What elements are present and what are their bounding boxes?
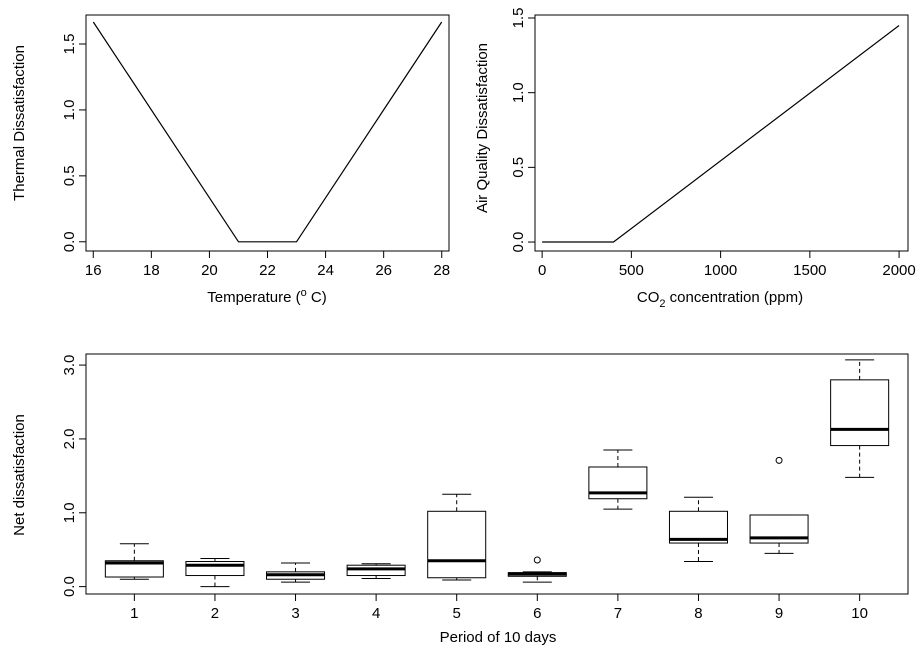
net-plot-frame [85,353,909,595]
box-outlier-point [533,556,541,564]
net-x-tick-label: 7 [614,605,622,622]
thermal-y-ticks: 0.0 0.5 1.0 1.5 [61,34,86,252]
net-y-tick-label: 3.0 [61,355,78,376]
net-y-tick-label: 1.0 [61,502,78,523]
thermal-curve [92,21,443,243]
box-body [427,510,487,579]
thermal-y-tick-label: 0.5 [61,165,78,186]
air-quality-x-axis-label: CO2 concentration (ppm) [637,289,803,310]
thermal-y-tick-label: 0.0 [61,231,78,252]
air-quality-x-tick-label: 2000 [882,262,915,279]
thermal-x-tick-label: 20 [201,262,218,279]
net-x-tick-label: 10 [851,605,868,622]
net-x-tick-label: 5 [453,605,461,622]
thermal-y-axis-label: Thermal Dissatisfaction [11,45,28,201]
net-x-tick-label: 6 [533,605,541,622]
net-y-tick-label: 2.0 [61,428,78,449]
net-y-tick-label: 0.0 [61,576,78,597]
net-x-tick-label: 4 [372,605,380,622]
thermal-y-tick-label: 1.0 [61,99,78,120]
thermal-y-tick-label: 1.5 [61,34,78,55]
net-x-axis-label: Period of 10 days [440,629,557,646]
net-x-tick-label: 1 [130,605,138,622]
air-quality-x-ticks: 0 500 1000 1500 2000 [538,251,916,279]
net-dissatisfaction-boxplot: 1 2 3 4 5 6 7 8 9 10 0.0 1.0 2.0 3.0 Period of 10 da… [11,353,909,646]
thermal-x-tick-label: 28 [433,262,450,279]
thermal-x-tick-label: 18 [143,262,160,279]
thermal-dissatisfaction-chart: 16 18 20 22 24 26 28 0.0 0.5 1.0 1.5 Temperature … [11,14,450,306]
box-body [588,466,648,500]
thermal-x-tick-label: 26 [375,262,392,279]
thermal-curve-group [92,21,443,243]
thermal-plot-frame [85,14,450,252]
thermal-x-tick-label: 24 [317,262,334,279]
air-quality-y-ticks: 0.0 0.5 1.0 1.5 [510,8,535,253]
net-x-tick-label: 3 [291,605,299,622]
net-x-tick-label: 8 [694,605,702,622]
air-quality-x-tick-label: 1500 [793,262,826,279]
air-quality-curve-group [542,25,900,243]
air-quality-plot-frame [534,14,909,252]
net-y-axis-label: Net dissatisfaction [11,414,28,536]
air-quality-y-tick-label: 1.0 [510,82,527,103]
air-quality-y-tick-label: 1.5 [510,8,527,29]
net-y-ticks: 0.0 1.0 2.0 3.0 [61,355,86,597]
air-quality-y-axis-label: Air Quality Dissatisfaction [474,43,491,213]
air-quality-x-tick-label: 0 [538,262,546,279]
air-quality-x-tick-label: 500 [619,262,644,279]
thermal-x-axis-label: Temperature (o C) [207,287,327,306]
air-quality-y-tick-label: 0.0 [510,232,527,253]
air-quality-curve [542,25,900,243]
net-x-ticks: 1 2 3 4 5 6 7 8 9 10 [130,594,868,622]
net-x-tick-label: 9 [775,605,783,622]
thermal-x-tick-label: 22 [259,262,276,279]
thermal-x-tick-label: 16 [85,262,102,279]
box-body [830,379,890,447]
box-body [668,510,728,544]
thermal-x-ticks: 16 18 20 22 24 26 28 [85,251,450,279]
box-body [749,514,809,544]
air-quality-dissatisfaction-chart: 0 500 1000 1500 2000 0.0 0.5 1.0 1.5 CO2 concen… [474,8,916,310]
air-quality-x-tick-label: 1000 [704,262,737,279]
air-quality-y-tick-label: 0.5 [510,157,527,178]
net-boxes-group [104,359,890,588]
net-x-tick-label: 2 [211,605,219,622]
box-body [185,561,245,577]
box-body [104,560,164,578]
box-outlier-point [775,456,783,464]
